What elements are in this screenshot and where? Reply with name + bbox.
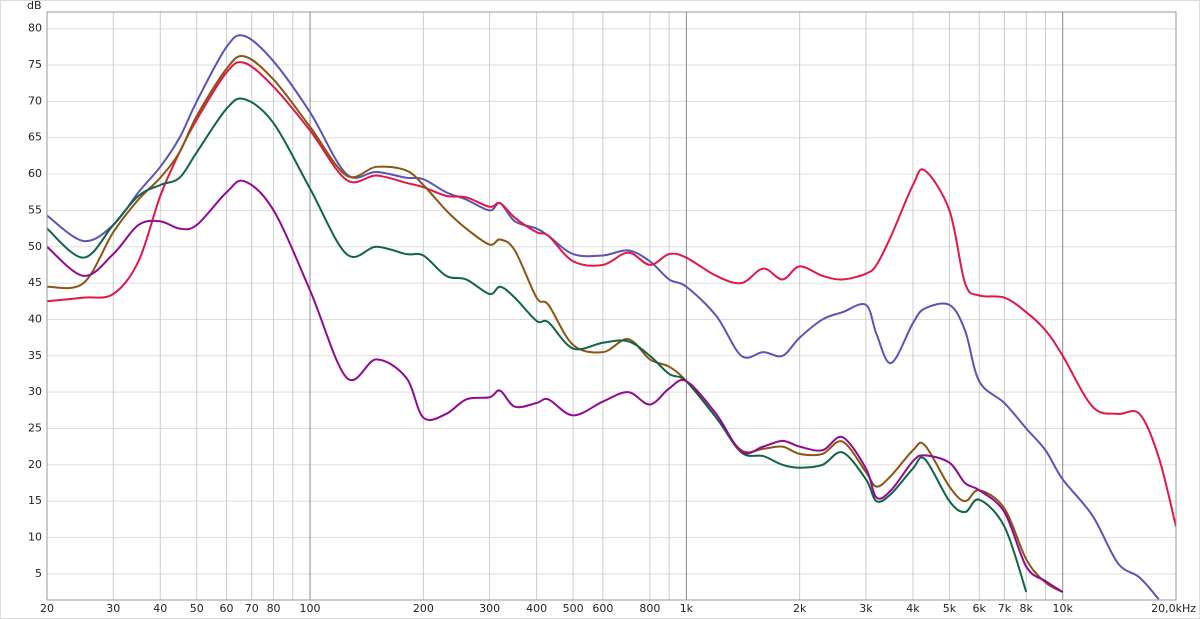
x-tick-label: 3k xyxy=(859,602,873,615)
y-tick-label: 15 xyxy=(28,494,42,507)
y-tick-label: 60 xyxy=(28,167,42,180)
y-tick-label: 10 xyxy=(28,530,42,543)
x-tick-label: 400 xyxy=(526,602,547,615)
x-tick-label: 300 xyxy=(479,602,500,615)
x-tick-label: 2k xyxy=(793,602,807,615)
x-tick-label: 500 xyxy=(563,602,584,615)
y-tick-label: 75 xyxy=(28,58,42,71)
y-tick-label: 50 xyxy=(28,240,42,253)
x-tick-label: 6k xyxy=(973,602,987,615)
y-tick-label: 80 xyxy=(28,22,42,35)
response-curve xyxy=(47,61,1176,527)
x-tick-label: 4k xyxy=(906,602,920,615)
x-tick-label: 10k xyxy=(1053,602,1074,615)
y-tick-label: 35 xyxy=(28,349,42,362)
y-tick-label: 20 xyxy=(28,458,42,471)
plot-frame xyxy=(46,11,1177,601)
response-curve xyxy=(47,34,1160,600)
y-tick-label: 65 xyxy=(28,131,42,144)
x-tick-label: 800 xyxy=(639,602,660,615)
x-tick-label: 200 xyxy=(413,602,434,615)
x-tick-label: 8k xyxy=(1020,602,1034,615)
response-curve xyxy=(47,97,1028,593)
y-tick-label: 45 xyxy=(28,276,42,289)
grid xyxy=(46,12,1177,600)
x-tick-label: 60 xyxy=(220,602,234,615)
x-tick-label: 7k xyxy=(998,602,1012,615)
y-tick-label: 40 xyxy=(28,312,42,325)
x-tick-label: 70 xyxy=(245,602,259,615)
x-tick-label: 40 xyxy=(153,602,167,615)
x-tick-label: 100 xyxy=(300,602,321,615)
y-tick-label: 25 xyxy=(28,421,42,434)
x-tick-label: 20,0kHz xyxy=(1151,602,1196,615)
y-tick-label: 30 xyxy=(28,385,42,398)
x-tick-label: 50 xyxy=(190,602,204,615)
x-tick-label: 5k xyxy=(943,602,957,615)
y-tick-label: 55 xyxy=(28,203,42,216)
x-tick-label: 20 xyxy=(40,602,54,615)
lines xyxy=(47,34,1176,600)
x-tick-label: 1k xyxy=(680,602,694,615)
y-tick-label: 5 xyxy=(35,567,42,580)
x-tick-label: 30 xyxy=(106,602,120,615)
response-curve xyxy=(47,179,1064,593)
y-tick-label: 70 xyxy=(28,94,42,107)
x-tick-label: 600 xyxy=(592,602,613,615)
x-tick-label: 80 xyxy=(267,602,281,615)
y-axis-label: dB xyxy=(27,0,42,12)
response-curve xyxy=(47,54,1064,593)
